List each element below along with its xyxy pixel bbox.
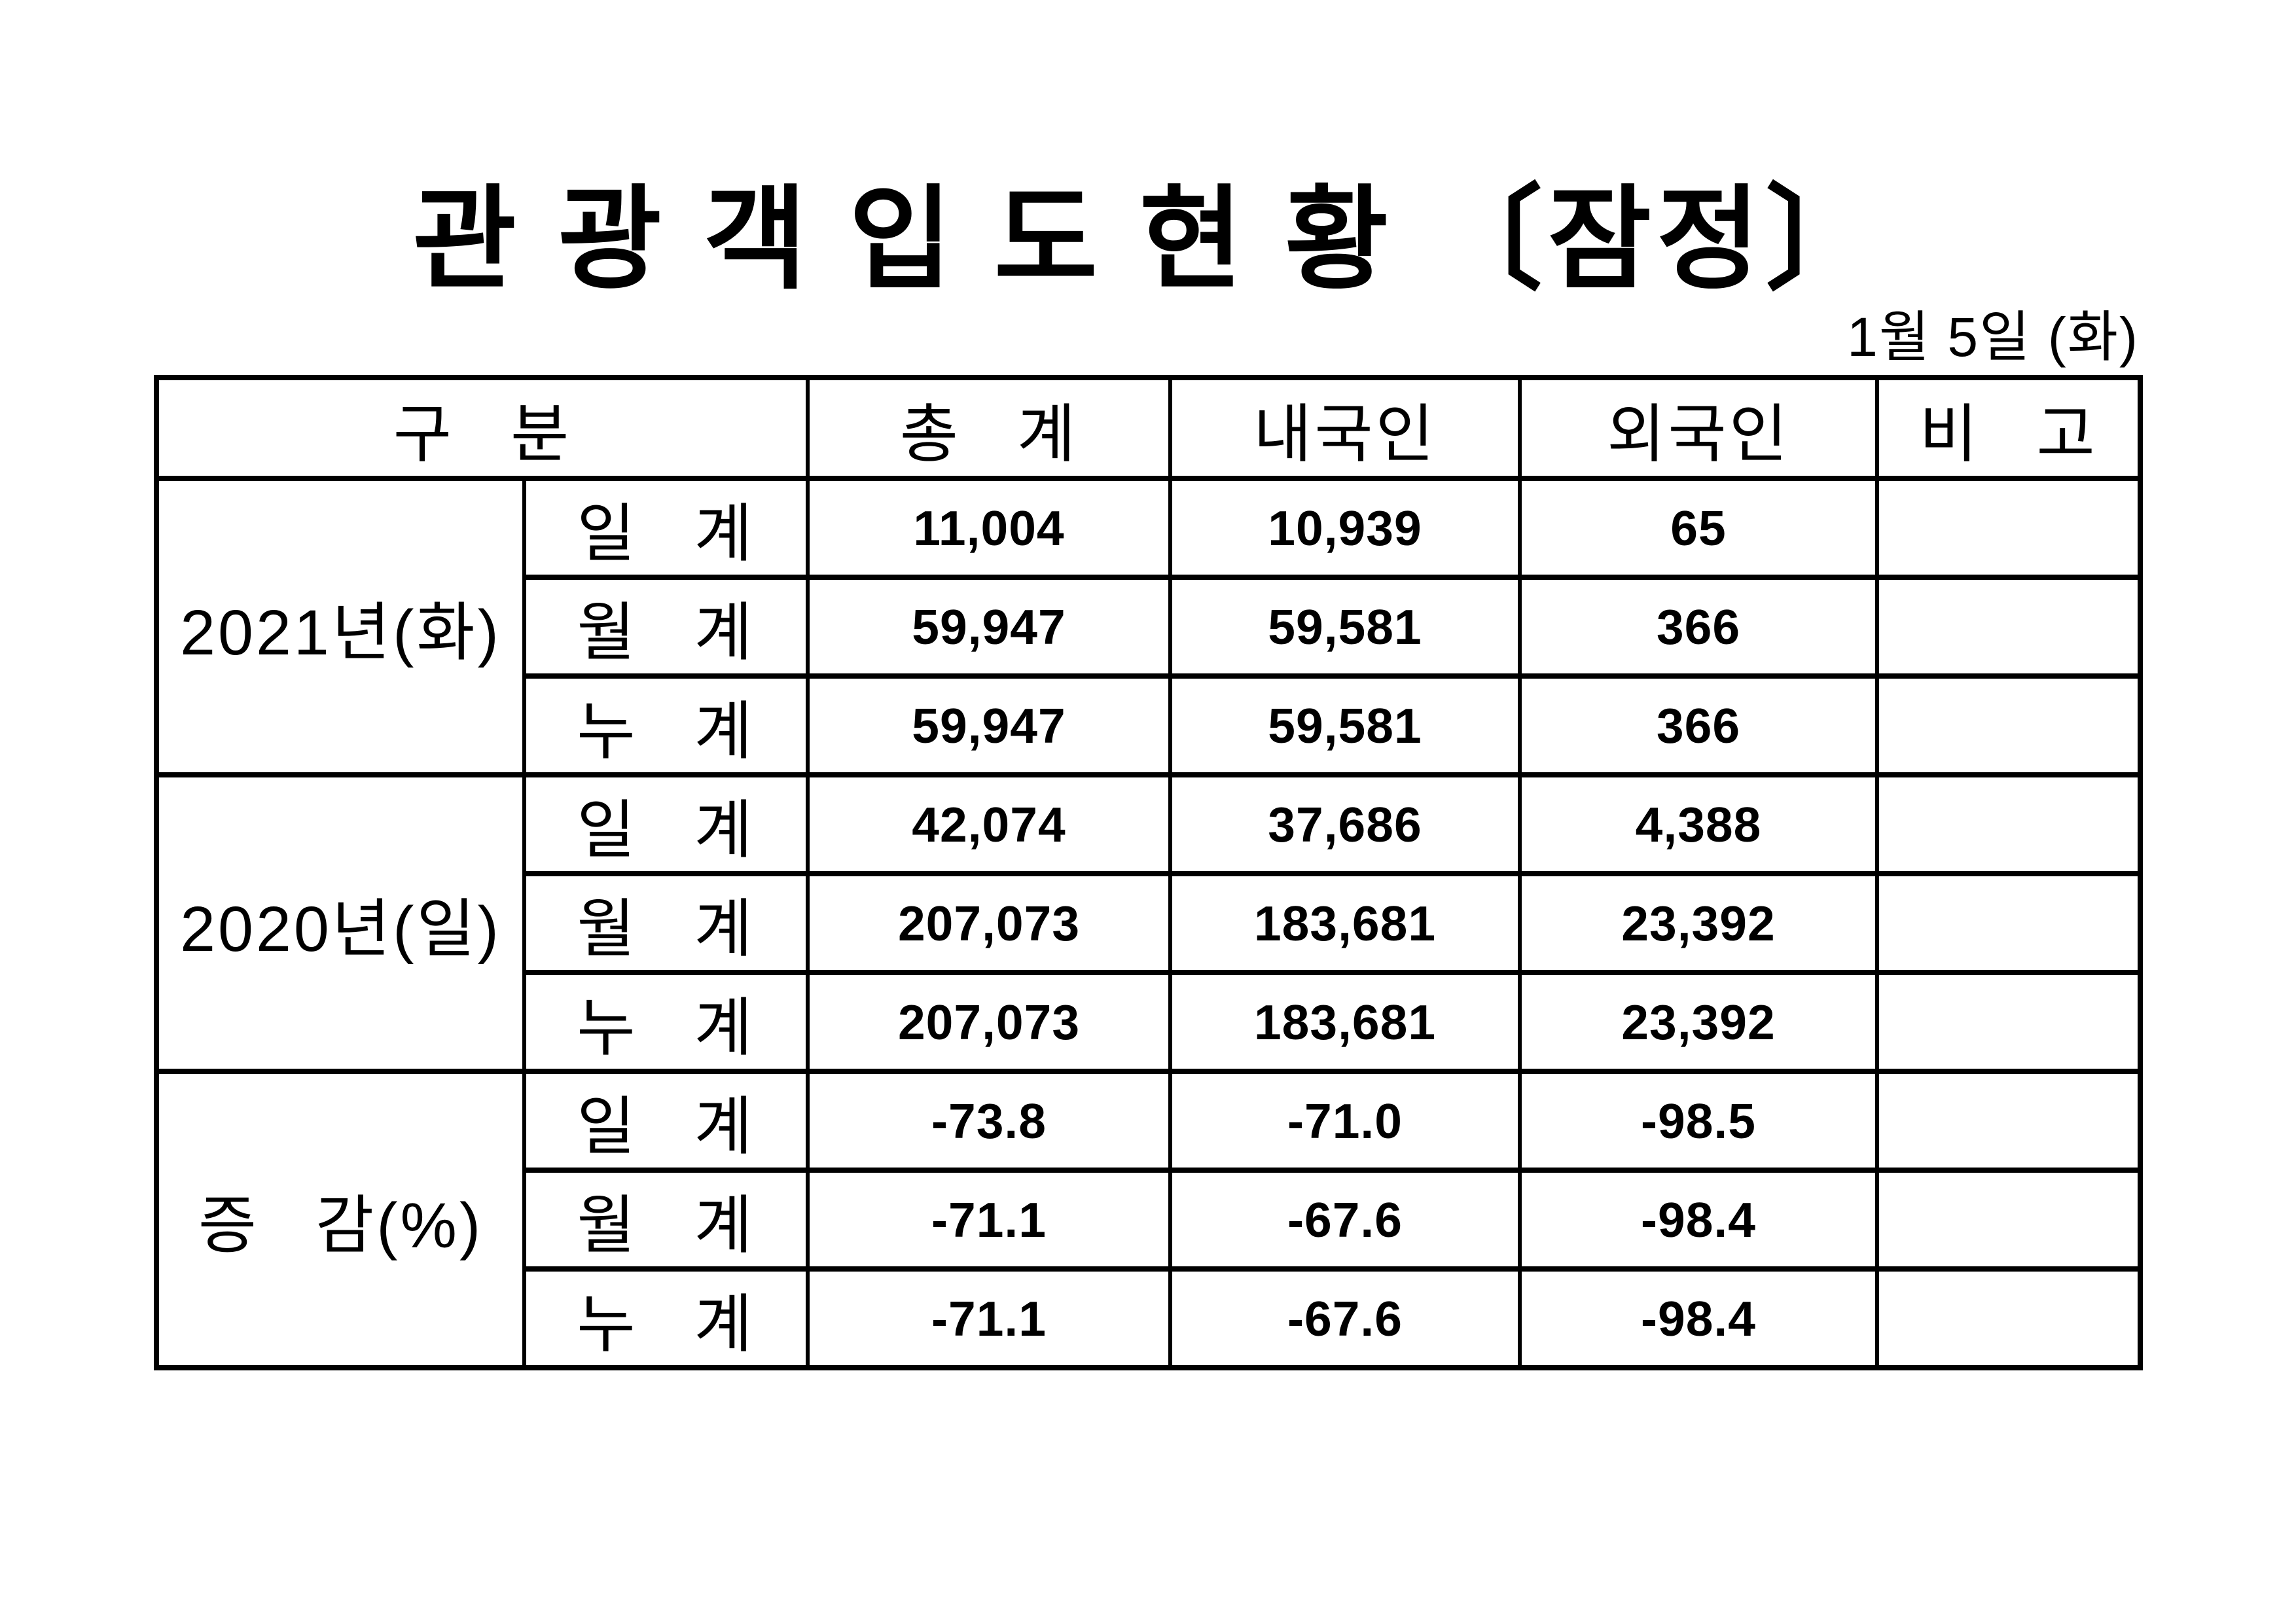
header-category: 구 분 <box>154 375 810 481</box>
cell-note <box>1875 970 2142 1074</box>
table-row: 월 계 207,073 183,681 23,392 <box>156 871 2142 975</box>
cell-total: 59,947 <box>806 673 1172 777</box>
cell-note <box>1875 772 2142 876</box>
cell-note <box>1875 1168 2142 1272</box>
cell-note <box>1875 1069 2142 1173</box>
cell-domestic: -67.6 <box>1168 1266 1522 1370</box>
cell-domestic: 37,686 <box>1168 772 1522 876</box>
table-row: 누 계 59,947 59,581 366 <box>156 673 2142 777</box>
cell-foreigner: 23,392 <box>1518 970 1879 1074</box>
period-label: 누 계 <box>522 1266 810 1370</box>
table-row: 2021년(화) 일 계 11,004 10,939 65 <box>154 476 2142 777</box>
cell-total: -71.1 <box>806 1266 1172 1370</box>
header-note: 비 고 <box>1875 375 2142 481</box>
period-label: 누 계 <box>522 970 810 1074</box>
group-label-change: 증 감(%) <box>154 1069 526 1370</box>
table-row: 월 계 59,947 59,581 366 <box>156 575 2142 679</box>
cell-domestic: -71.0 <box>1168 1069 1522 1173</box>
cell-domestic: 183,681 <box>1168 871 1522 975</box>
cell-foreigner: 23,392 <box>1518 871 1879 975</box>
cell-note <box>1875 673 2142 777</box>
cell-domestic: 10,939 <box>1168 476 1522 580</box>
cell-total: 11,004 <box>806 476 1172 580</box>
cell-foreigner: 4,388 <box>1518 772 1879 876</box>
period-label: 월 계 <box>522 1168 810 1272</box>
period-label: 일 계 <box>522 476 810 580</box>
group-label-2021: 2021년(화) <box>154 476 526 777</box>
cell-total: 207,073 <box>806 970 1172 1074</box>
cell-foreigner: -98.4 <box>1518 1266 1879 1370</box>
cell-total: -71.1 <box>806 1168 1172 1272</box>
cell-note <box>1875 476 2142 580</box>
table-row: 증 감(%) 일 계 -73.8 -71.0 -98.5 <box>154 1069 2142 1370</box>
cell-foreigner: -98.5 <box>1518 1069 1879 1173</box>
table-row: 월 계 -71.1 -67.6 -98.4 <box>156 1168 2142 1272</box>
table-row: 누 계 207,073 183,681 23,392 <box>156 970 2142 1074</box>
header-row: 구 분 총 계 내국인 외국인 비 고 <box>154 375 2142 481</box>
cell-domestic: 59,581 <box>1168 575 1522 679</box>
period-label: 월 계 <box>522 575 810 679</box>
period-label: 일 계 <box>522 772 810 876</box>
page-title: 관 광 객 입 도 현 황 〔잠정〕 <box>412 177 1884 302</box>
header-domestic: 내국인 <box>1168 375 1522 481</box>
report-date: 1월 5일 (화) <box>1847 306 2139 368</box>
cell-foreigner: 65 <box>1518 476 1879 580</box>
cell-foreigner: 366 <box>1518 575 1879 679</box>
cell-note <box>1875 575 2142 679</box>
group-label-2020: 2020년(일) <box>154 772 526 1074</box>
table-row: 누 계 -71.1 -67.6 -98.4 <box>156 1266 2142 1370</box>
period-label: 누 계 <box>522 673 810 777</box>
table-row: 2020년(일) 일 계 42,074 37,686 4,388 <box>154 772 2142 1074</box>
cell-note <box>1875 1266 2142 1370</box>
period-label: 월 계 <box>522 871 810 975</box>
tourist-arrival-table: 구 분 총 계 내국인 외국인 비 고 2021년(화) 일 계 11,004 … <box>154 375 2143 1370</box>
cell-total: 207,073 <box>806 871 1172 975</box>
cell-domestic: -67.6 <box>1168 1168 1522 1272</box>
cell-note <box>1875 871 2142 975</box>
cell-foreigner: 366 <box>1518 673 1879 777</box>
cell-domestic: 183,681 <box>1168 970 1522 1074</box>
period-label: 일 계 <box>522 1069 810 1173</box>
cell-total: 42,074 <box>806 772 1172 876</box>
header-foreigner: 외국인 <box>1518 375 1879 481</box>
cell-total: 59,947 <box>806 575 1172 679</box>
cell-foreigner: -98.4 <box>1518 1168 1879 1272</box>
cell-domestic: 59,581 <box>1168 673 1522 777</box>
header-total: 총 계 <box>806 375 1172 481</box>
cell-total: -73.8 <box>806 1069 1172 1173</box>
